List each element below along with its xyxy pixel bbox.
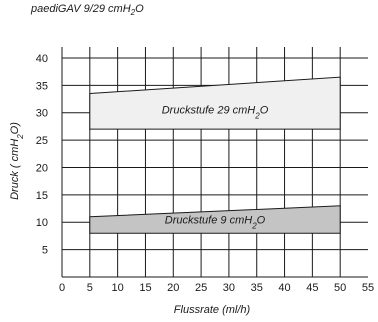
band-druckstufe-29 [89, 76, 341, 130]
x-tick-label: 40 [278, 282, 290, 294]
band-label: Druckstufe 29 cmH2O [162, 105, 269, 121]
x-tick-label: 25 [195, 282, 207, 294]
y-tick-label: 30 [36, 108, 48, 120]
y-tick-label: 35 [36, 80, 48, 92]
x-tick-label: 45 [306, 282, 318, 294]
x-tick-label: 50 [334, 282, 346, 294]
y-tick-label: 15 [36, 190, 48, 202]
y-tick-label: 25 [36, 135, 48, 147]
x-tick-label: 35 [251, 282, 263, 294]
chart-title-tail: O [135, 3, 144, 15]
x-tick-label: 10 [112, 282, 124, 294]
x-tick-label: 0 [59, 282, 65, 294]
x-tick-label: 5 [87, 282, 93, 294]
y-tick-label: 40 [36, 53, 48, 65]
x-tick-label: 55 [362, 282, 374, 294]
band-druckstufe-9 [89, 205, 341, 234]
chart-title-main: paediGAV 9/29 cmH [31, 3, 131, 15]
x-axis-label: Flussrate (ml/h) [174, 304, 251, 316]
chart-title: paediGAV 9/29 cmH2O [31, 3, 144, 17]
y-tick-label: 10 [36, 217, 48, 229]
y-axis-label: Druck ( cmH2O) [9, 122, 25, 200]
x-tick-label: 30 [223, 282, 235, 294]
x-tick-label: 20 [167, 282, 179, 294]
band-label: Druckstufe 9 cmH2O [165, 215, 266, 231]
x-tick-label: 15 [139, 282, 151, 294]
chart-title-sub: 2 [130, 8, 136, 18]
y-tick-label: 5 [42, 245, 48, 257]
y-tick-label: 20 [36, 162, 48, 174]
